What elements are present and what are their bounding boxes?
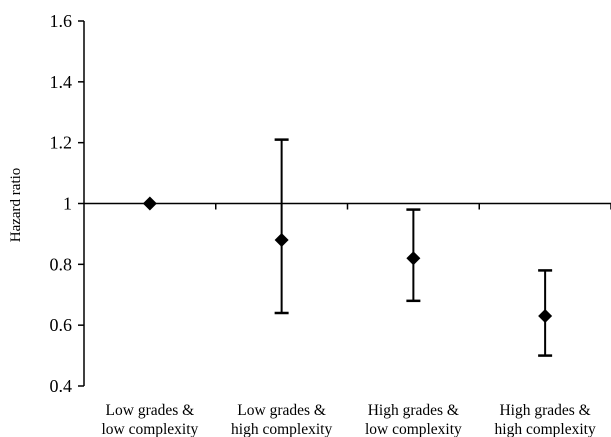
y-tick-label: 0.4 <box>50 376 73 396</box>
y-tick-label: 1.6 <box>50 11 73 31</box>
diamond-marker <box>406 251 421 266</box>
y-tick-label: 0.6 <box>50 315 73 335</box>
y-tick-label: 1.2 <box>50 133 73 153</box>
category-label: high complexity <box>231 421 332 437</box>
y-axis-title: Hazard ratio <box>8 168 24 243</box>
category-label: low complexity <box>365 421 462 437</box>
category-label: High grades & <box>499 402 590 419</box>
y-axis: 0.4 0.6 0.8 1 1.2 1.4 1.6 <box>50 11 85 396</box>
diamond-marker <box>538 309 553 324</box>
diamond-marker <box>274 233 289 247</box>
category-label: Low grades & <box>237 402 326 419</box>
x-axis: Low grades & low complexity Low grades & hi… <box>101 402 596 437</box>
y-tick-label: 1.4 <box>50 72 73 92</box>
y-tick-label: 0.8 <box>50 254 73 274</box>
category-label: Low grades & <box>106 402 195 419</box>
category-label: high complexity <box>495 421 596 437</box>
reference-line-group <box>84 202 611 210</box>
diamond-marker <box>142 196 157 211</box>
category-label: low complexity <box>101 421 198 437</box>
error-bars <box>274 138 553 357</box>
category-label: High grades & <box>368 402 459 419</box>
point-markers <box>142 196 553 324</box>
y-tick-label: 1 <box>63 194 72 214</box>
